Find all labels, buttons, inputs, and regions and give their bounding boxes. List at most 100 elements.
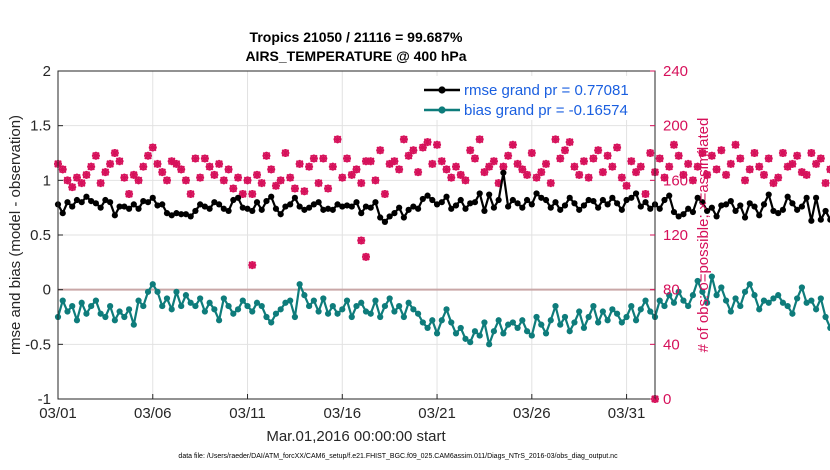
rmse-point <box>647 205 654 212</box>
obs-assimilated-point <box>101 168 110 177</box>
obs-assimilated-point <box>447 173 456 182</box>
bias-point <box>433 330 441 337</box>
obs-assimilated-point <box>584 173 593 182</box>
y-left-tick-label: 1.5 <box>30 118 51 135</box>
rmse-point <box>320 206 327 213</box>
obs-assimilated-point <box>523 170 532 179</box>
y-right-tick-label: 160 <box>663 172 688 189</box>
rmse-point <box>576 206 583 213</box>
bias-point <box>486 341 493 348</box>
rmse-point <box>557 206 564 213</box>
obs-assimilated-point <box>281 149 290 157</box>
obs-assimilated-point <box>82 170 91 179</box>
obs-assimilated-point <box>286 173 295 182</box>
obs-assimilated-point <box>300 187 309 196</box>
bias-point <box>741 288 749 295</box>
obs-assimilated-point <box>295 159 304 168</box>
rmse-point <box>135 205 142 212</box>
bias-point <box>111 317 118 324</box>
rmse-point <box>329 206 336 213</box>
bias-point <box>670 299 678 306</box>
obs-assimilated-point <box>437 157 446 166</box>
bias-point <box>656 297 663 304</box>
bias-point <box>69 302 76 310</box>
obs-assimilated-point <box>693 162 702 171</box>
obs-assimilated-point <box>144 151 153 160</box>
bias-point <box>452 330 460 337</box>
rmse-point <box>92 200 100 207</box>
bias-point <box>78 299 85 306</box>
bias-point <box>566 328 573 335</box>
rmse-point <box>722 201 730 208</box>
obs-assimilated-point <box>234 173 243 182</box>
rmse-point <box>97 204 104 211</box>
y-right-tick-label: 120 <box>663 227 688 244</box>
bias-point <box>647 308 654 315</box>
y-left-tick-label: 0 <box>43 282 51 299</box>
bias-point <box>500 330 507 337</box>
rmse-point <box>523 196 531 204</box>
bias-point <box>282 299 289 306</box>
bias-point <box>722 297 730 304</box>
obs-assimilated-point <box>248 190 257 198</box>
bias-point <box>400 313 407 321</box>
bias-point <box>604 317 611 324</box>
obs-assimilated-outlier <box>248 261 257 270</box>
rmse-point <box>130 201 137 208</box>
rmse-point <box>538 194 545 201</box>
rmse-point <box>324 205 332 212</box>
obs-assimilated-point <box>77 179 86 188</box>
bias-point <box>737 302 744 310</box>
rmse-point <box>604 201 611 208</box>
obs-assimilated-point <box>106 159 115 168</box>
rmse-point <box>505 203 512 210</box>
bias-point <box>324 310 332 317</box>
bias-point <box>523 328 531 335</box>
bias-point <box>211 306 218 313</box>
rmse-point <box>201 203 208 210</box>
rmse-point <box>149 194 156 201</box>
obs-assimilated-point <box>324 184 333 193</box>
bias-series-line <box>56 275 830 346</box>
obs-assimilated-point <box>224 165 233 174</box>
obs-assimilated-point <box>257 179 266 188</box>
rmse-point <box>476 190 483 197</box>
bias-point <box>410 306 417 313</box>
obs-assimilated-point <box>319 154 328 163</box>
rmse-point <box>121 203 128 210</box>
rmse-point <box>187 213 194 220</box>
x-tick-label: 03/06 <box>134 405 172 422</box>
bias-point <box>438 317 445 324</box>
bias-point <box>476 332 483 339</box>
obs-assimilated-point <box>205 162 214 171</box>
obs-assimilated-point <box>200 154 209 163</box>
obs-assimilated-point <box>328 162 337 171</box>
obs-assimilated-point <box>120 173 129 182</box>
rmse-point <box>803 194 810 201</box>
obs-assimilated-point <box>395 165 404 174</box>
bias-point <box>661 302 668 310</box>
obs-assimilated-point <box>110 149 119 157</box>
rmse-point <box>396 204 403 211</box>
obs-assimilated-point <box>414 168 423 177</box>
bias-point <box>699 288 706 295</box>
rmse-point <box>481 207 488 215</box>
obs-assimilated-point <box>674 151 683 160</box>
x-tick-label: 03/16 <box>324 405 362 422</box>
rmse-point <box>566 194 573 201</box>
bias-point <box>225 302 232 310</box>
bias-point <box>519 317 526 324</box>
bias-point <box>528 332 535 339</box>
obs-assimilated-point <box>404 151 413 160</box>
x-tick-label: 03/26 <box>513 405 551 422</box>
rmse-point <box>69 203 76 210</box>
bias-point <box>277 306 284 313</box>
obs-assimilated-point <box>565 138 574 147</box>
obs-assimilated-point <box>347 170 356 179</box>
obs-assimilated-point <box>129 170 138 179</box>
bias-point <box>675 288 682 295</box>
bias-point <box>173 288 180 295</box>
obs-assimilated-point <box>125 190 134 198</box>
bias-point <box>197 295 204 302</box>
bias-point <box>547 317 554 324</box>
